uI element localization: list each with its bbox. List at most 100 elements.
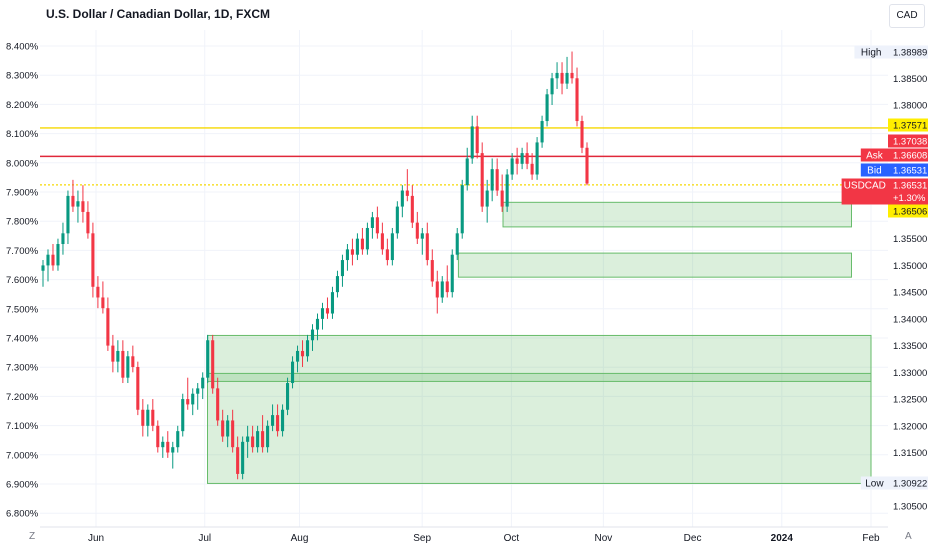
candle-body: [420, 233, 424, 239]
candle-body: [46, 254, 50, 266]
time-axis-tick: Nov: [594, 533, 612, 544]
candle-body: [325, 308, 330, 314]
candle-body: [545, 94, 549, 122]
right-axis-tick: 1.34000: [893, 314, 927, 325]
candle-body: [525, 153, 529, 164]
candle-body: [385, 249, 389, 261]
time-axis-tick: Aug: [291, 533, 309, 544]
candle-body: [550, 78, 554, 95]
candle-body: [565, 72, 569, 84]
left-axis-tick: 7.900%: [6, 188, 39, 199]
zoom-button[interactable]: Z: [29, 531, 36, 542]
demand-zone: [502, 201, 852, 228]
time-axis-tick: Jun: [88, 533, 104, 544]
candle-body: [176, 431, 180, 448]
candle-body: [515, 158, 519, 164]
candle-body: [500, 190, 504, 207]
candle-body: [121, 350, 125, 378]
time-axis-tick: Sep: [413, 533, 431, 544]
price-tag-value: 1.36531: [893, 166, 927, 177]
candle-body: [405, 190, 409, 196]
left-axis-tick: 7.500%: [6, 304, 39, 315]
left-axis: 8.400% 8.300% 8.200% 8.100% 8.000% 7.900% 7.80…: [6, 42, 39, 520]
candle-body: [290, 361, 295, 384]
candle-body: [380, 233, 384, 250]
candle-body: [51, 254, 55, 266]
demand-zones: [207, 201, 872, 484]
candle-body: [126, 356, 130, 378]
candle-body: [256, 431, 260, 448]
candle-body: [375, 217, 379, 234]
candle-body: [300, 350, 305, 357]
candle-body: [440, 281, 444, 298]
candle-body: [555, 72, 559, 79]
candle-body: [271, 415, 275, 426]
price-tag-value-bg: [888, 163, 928, 177]
candle-body: [71, 195, 75, 207]
candle-body: [116, 350, 120, 362]
candle-body: [415, 222, 419, 239]
candle-body: [485, 190, 489, 207]
auto-scale-button[interactable]: A: [905, 531, 912, 542]
candle-body: [266, 425, 270, 448]
price-tag-value-bg: [888, 118, 928, 132]
price-tag-label: Ask: [866, 151, 884, 162]
price-tag-value: 1.36608: [893, 151, 927, 162]
candle-body: [91, 233, 95, 287]
candle-body: [495, 169, 499, 191]
candle-body: [211, 340, 215, 389]
price-tag-value: 1.30922: [893, 479, 927, 490]
price-tag-value: 1.37571: [893, 121, 927, 132]
price-tag-label: Bid: [867, 166, 881, 177]
price-tag-label-bg: [860, 476, 888, 490]
candle-body: [305, 340, 310, 357]
candle-body: [246, 436, 250, 442]
price-tag-value-bg: [888, 204, 928, 218]
candle-body: [76, 201, 80, 207]
candle-body: [395, 206, 399, 234]
right-axis-tick: 1.38500: [893, 74, 927, 85]
horizontal-lines: [40, 127, 888, 186]
price-tag-change: +1.30%: [893, 193, 926, 204]
demand-zone: [207, 334, 872, 484]
right-axis-tick: 1.34500: [893, 288, 927, 299]
candles: [41, 51, 589, 480]
candle-body: [345, 249, 349, 261]
candle-body: [510, 158, 514, 175]
candle-body: [146, 409, 150, 426]
left-axis-tick: 7.600%: [6, 275, 39, 286]
left-axis-tick: 8.200%: [6, 100, 39, 111]
right-axis: 1.38500 1.38000 1.35500 1.35000 1.34500 1.340…: [893, 74, 927, 513]
candle-body: [251, 436, 255, 448]
left-axis-tick: 6.800%: [6, 509, 39, 520]
time-axis-tick: Jul: [198, 533, 211, 544]
candle-body: [295, 350, 300, 362]
candle-body: [96, 286, 100, 298]
chart-title: U.S. Dollar / Canadian Dollar, 1D, FXCM: [46, 7, 271, 21]
candle-body: [520, 153, 524, 164]
left-axis-tick: 8.100%: [6, 129, 39, 140]
candle-body: [111, 345, 115, 362]
time-axis-tick: Feb: [862, 533, 880, 544]
candle-body: [81, 201, 85, 212]
right-axis-tick: 1.38000: [893, 101, 927, 112]
candle-body: [261, 431, 265, 448]
price-tag-label: USDCAD: [844, 181, 886, 192]
candle-body: [320, 308, 325, 319]
left-axis-tick: 7.800%: [6, 217, 39, 228]
candle-body: [166, 441, 170, 453]
candle-body: [156, 425, 160, 448]
time-axis-tick: 2024: [771, 533, 794, 544]
price-tag-label-bg: [854, 45, 888, 59]
candle-body: [330, 292, 335, 314]
candle-body: [425, 233, 429, 261]
price-tag-label: High: [861, 48, 882, 59]
currency-button[interactable]: CAD: [889, 4, 925, 28]
candle-body: [355, 238, 359, 255]
right-axis-tick: 1.32000: [893, 421, 927, 432]
candle-body: [191, 393, 195, 405]
candle-body: [465, 158, 469, 186]
right-axis-tick: 1.35000: [893, 261, 927, 272]
candle-body: [360, 238, 364, 250]
candle-body: [186, 399, 190, 405]
